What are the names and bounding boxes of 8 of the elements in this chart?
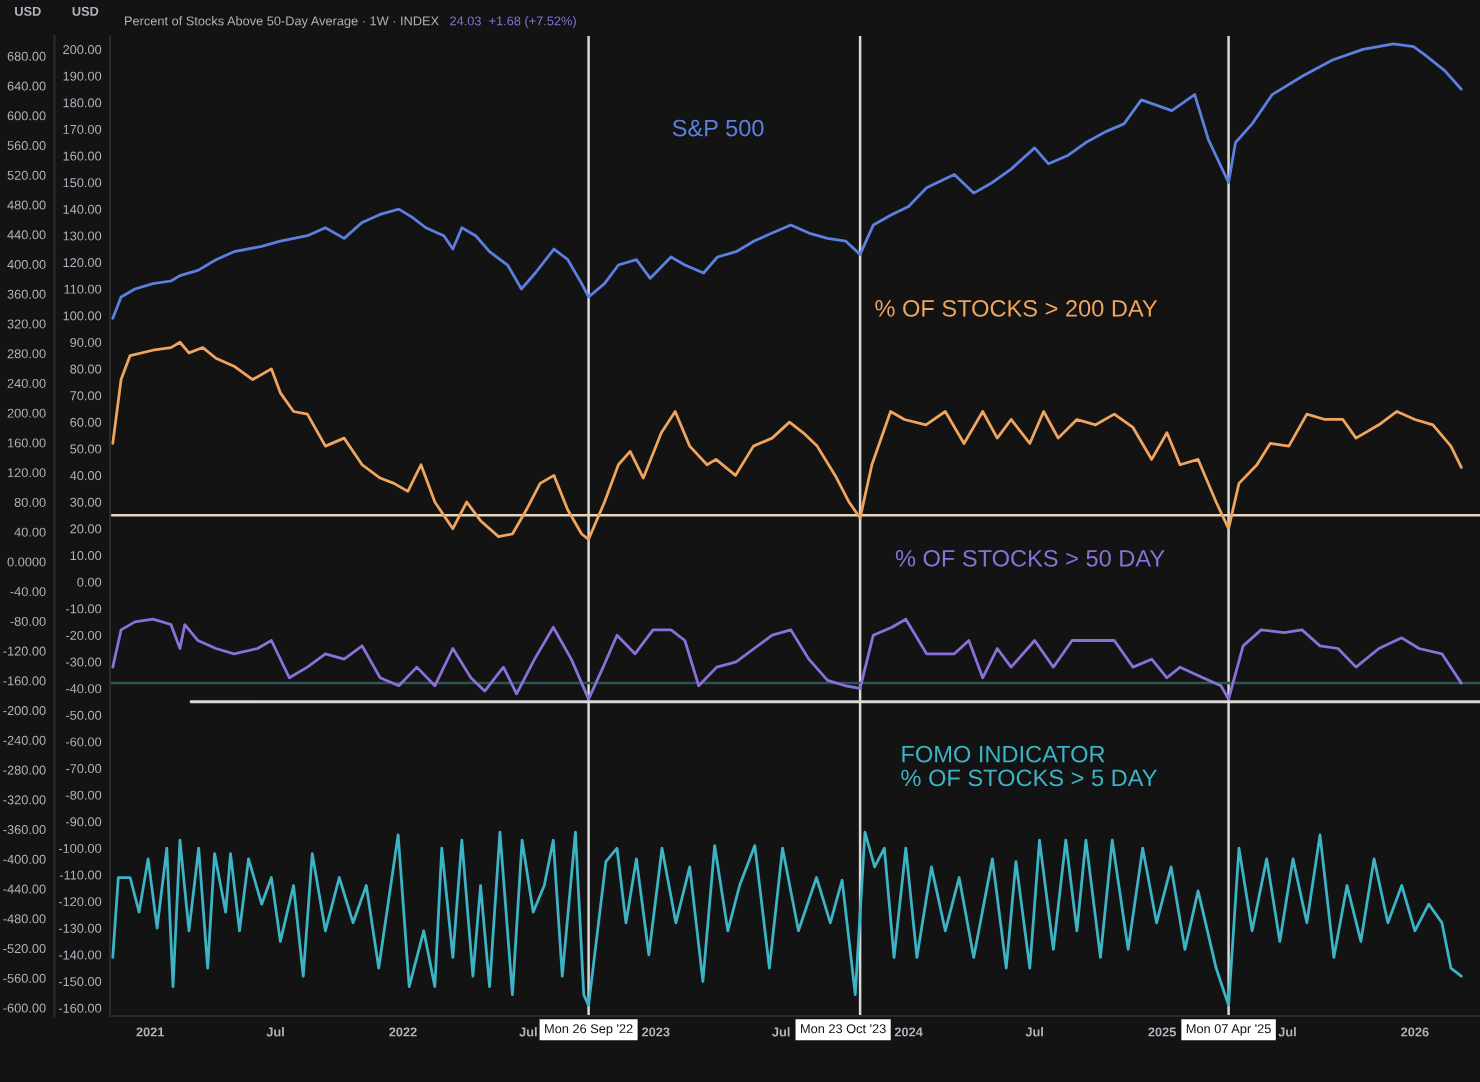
line-series [111,830,1463,1007]
text: % OF STOCKS > 200 DAY [875,300,1158,317]
line-series [111,617,1463,701]
text: % OF STOCKS > 50 DAY [895,549,1165,567]
line-series [111,340,1463,541]
text: S&P 500 [672,119,764,137]
line-series [111,42,1463,320]
text: FOMO INDICATOR % OF STOCKS > 5 DAY [901,745,1157,787]
